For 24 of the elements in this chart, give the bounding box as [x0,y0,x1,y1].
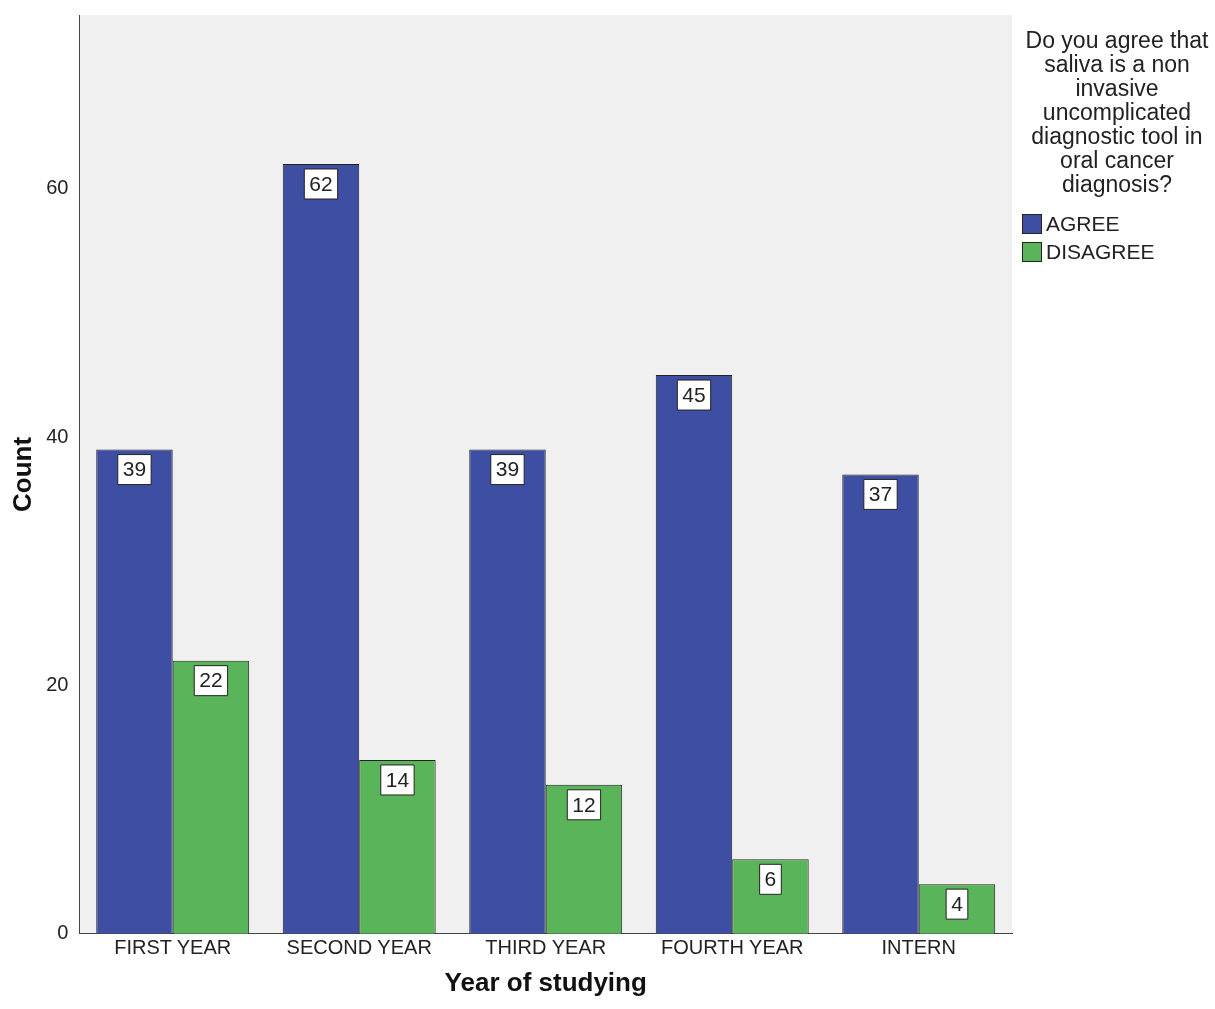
data-label: 4 [951,891,964,915]
y-axis-title: Count [6,436,37,512]
x-tick-label: THIRD YEAR [485,936,607,959]
data-label: 62 [309,171,333,195]
data-label: 6 [764,867,777,891]
x-axis-title: Year of studying [444,966,647,997]
y-tick-label: 20 [46,672,69,695]
legend-label: DISAGREE [1046,240,1155,264]
data-label: 45 [682,382,706,406]
data-label: 39 [495,457,520,481]
x-tick-label: INTERN [881,936,956,959]
x-tick-label: SECOND YEAR [286,936,432,959]
data-label: 37 [868,482,893,506]
data-label: 12 [572,792,596,816]
data-label: 39 [122,457,147,481]
y-tick-label: 60 [46,176,69,199]
data-label: 14 [385,767,410,791]
y-tick-label: 40 [46,424,69,447]
legend-title: Do you agree that saliva is a non invasive uncomplicated diagnostic tool in oral cancer diagnosis? [1024,27,1210,197]
x-tick-label: FOURTH YEAR [660,936,804,959]
y-tick-label: 0 [57,921,69,944]
legend-label: AGREE [1046,212,1120,236]
x-tick-label: FIRST YEAR [114,936,232,959]
data-label: 22 [199,668,223,692]
